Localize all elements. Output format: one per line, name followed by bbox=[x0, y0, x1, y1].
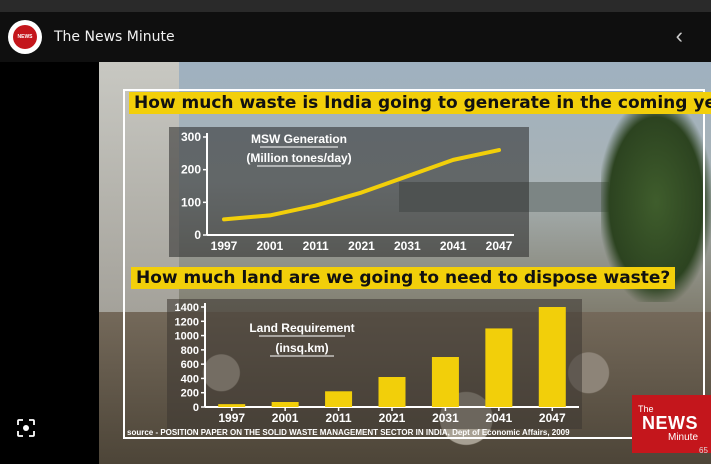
msw-generation-chart: 0 100 200 300 1997 2001 2011 2021 2031 2041 2047 MS… bbox=[169, 127, 529, 257]
data-point bbox=[451, 158, 455, 162]
y-tick-label: 1200 bbox=[175, 316, 199, 328]
y-tick-label: 200 bbox=[181, 163, 201, 177]
x-tick-label: 2001 bbox=[256, 239, 283, 253]
timecode: 65 bbox=[699, 446, 708, 455]
source-caption: source - POSITION PAPER ON THE SOLID WAS… bbox=[127, 428, 570, 437]
video-header: NEWS The News Minute ‹ bbox=[0, 12, 711, 62]
x-tick-label: 2011 bbox=[303, 239, 329, 253]
x-tick-label: 2047 bbox=[539, 411, 566, 425]
bar bbox=[325, 391, 353, 407]
lens-scan-icon[interactable] bbox=[16, 418, 36, 438]
bar bbox=[485, 328, 513, 407]
bar bbox=[271, 402, 299, 407]
land-requirement-chart: 0 200 400 600 800 1000 1200 1400 1997 2001 2011 202… bbox=[167, 299, 582, 429]
bar bbox=[431, 357, 459, 407]
logo-minute: Minute bbox=[668, 432, 699, 443]
data-point bbox=[360, 191, 363, 195]
chart-title: Land Requirement bbox=[249, 321, 354, 335]
chart-title: MSW Generation bbox=[251, 132, 347, 146]
bar bbox=[218, 404, 246, 407]
left-pane bbox=[0, 62, 99, 464]
y-tick-label: 400 bbox=[181, 373, 199, 385]
data-point bbox=[222, 217, 226, 221]
data-point bbox=[268, 213, 272, 217]
data-point bbox=[405, 174, 409, 178]
x-tick-label: 2031 bbox=[432, 411, 459, 425]
y-tick-label: 100 bbox=[181, 195, 201, 209]
channel-avatar[interactable]: NEWS bbox=[8, 20, 42, 54]
x-tick-label: 2031 bbox=[394, 239, 421, 253]
x-tick-label: 2041 bbox=[486, 411, 513, 425]
question-heading: How much waste is India going to generat… bbox=[129, 92, 711, 114]
bar bbox=[378, 377, 406, 407]
x-tick-label: 1997 bbox=[211, 239, 238, 253]
x-tick-label: 1997 bbox=[218, 411, 245, 425]
data-point bbox=[314, 204, 318, 208]
top-strip bbox=[0, 0, 711, 12]
infographic-frame bbox=[123, 89, 705, 439]
chevron-left-icon[interactable]: ‹ bbox=[675, 23, 683, 48]
y-tick-label: 200 bbox=[181, 388, 199, 400]
x-tick-label: 2001 bbox=[272, 411, 299, 425]
data-point bbox=[497, 148, 501, 152]
chart-subtitle: (insq.km) bbox=[275, 341, 328, 355]
x-tick-label: 2011 bbox=[326, 411, 352, 425]
news-minute-logo: The NEWS Minute bbox=[632, 395, 711, 453]
x-tick-label: 2021 bbox=[348, 239, 375, 253]
channel-logo: NEWS bbox=[13, 25, 37, 49]
channel-name[interactable]: The News Minute bbox=[54, 29, 175, 45]
chart-subtitle: (Million tones/day) bbox=[246, 151, 351, 165]
video-frame[interactable]: How much waste is India going to generat… bbox=[99, 62, 711, 464]
y-tick-label: 0 bbox=[193, 402, 199, 414]
logo-the: The bbox=[638, 404, 654, 414]
bar bbox=[538, 307, 566, 407]
y-tick-label: 300 bbox=[181, 130, 201, 144]
y-tick-label: 1400 bbox=[175, 302, 199, 314]
y-tick-label: 800 bbox=[181, 345, 199, 357]
y-tick-label: 1000 bbox=[175, 331, 199, 343]
question-heading: How much land are we going to need to di… bbox=[131, 267, 676, 289]
x-tick-label: 2041 bbox=[440, 239, 467, 253]
x-tick-label: 2047 bbox=[486, 239, 513, 253]
y-tick-label: 600 bbox=[181, 359, 199, 371]
logo-news: NEWS bbox=[642, 413, 698, 433]
y-tick-label: 0 bbox=[194, 228, 201, 242]
x-tick-label: 2021 bbox=[379, 411, 406, 425]
